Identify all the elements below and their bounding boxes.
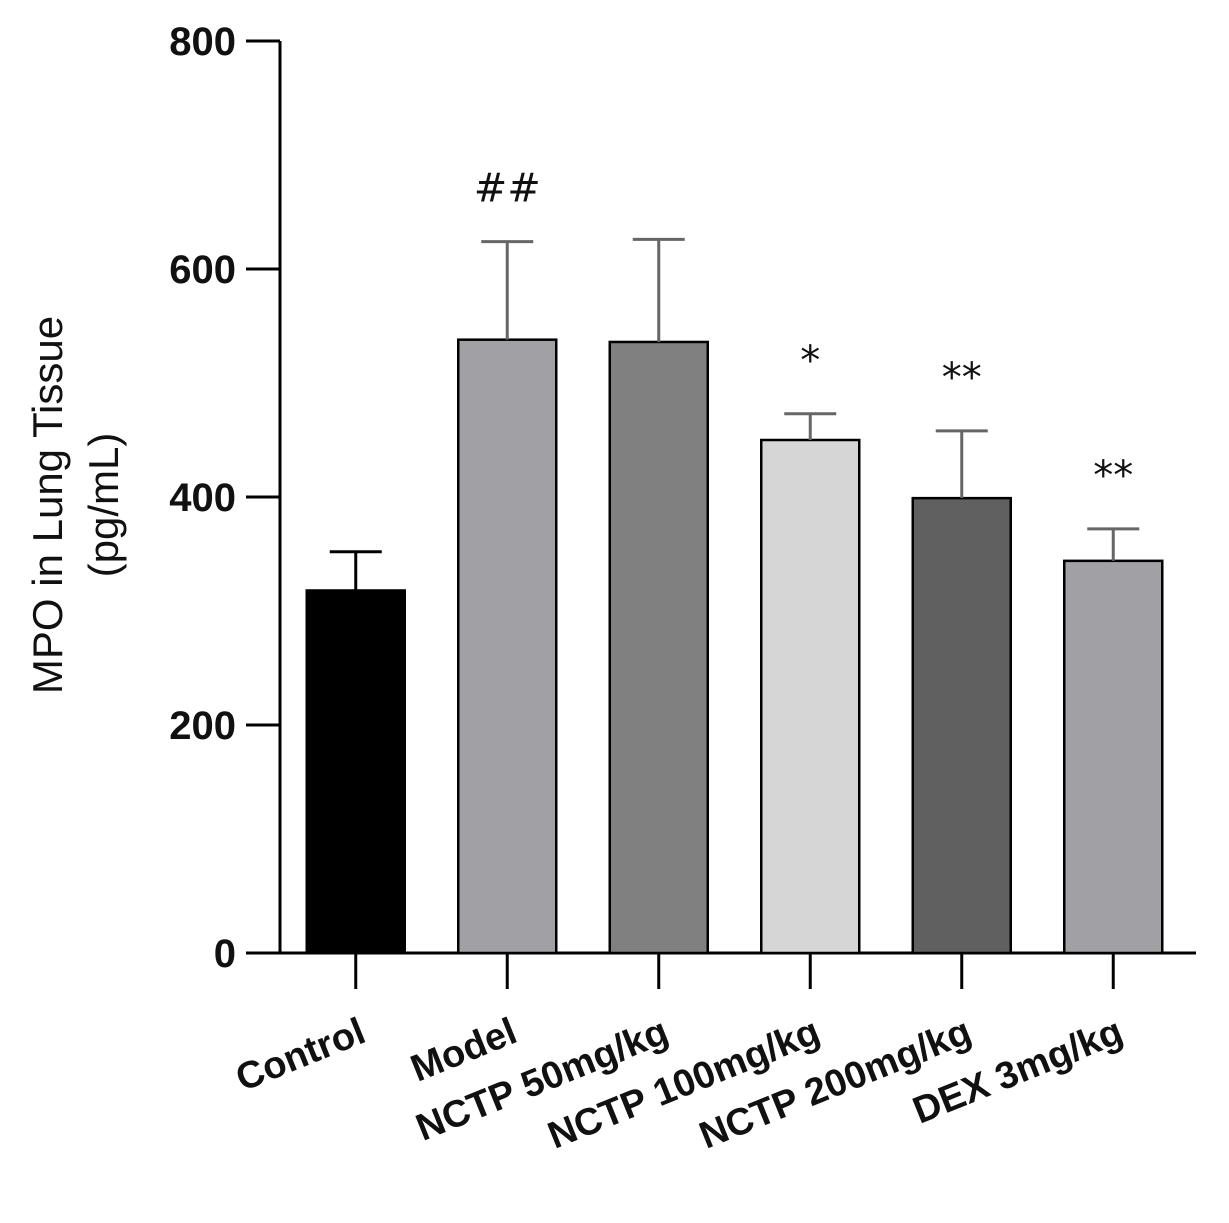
bar-nctp-50mg-kg xyxy=(608,340,709,955)
error-bars xyxy=(329,237,1140,591)
y-axis-title-line-2: (pg/mL) xyxy=(80,433,127,578)
y-tick-label: 600 xyxy=(169,248,236,292)
x-category-label-control: Control xyxy=(230,1010,371,1100)
significance-model: ## xyxy=(474,166,541,212)
y-tick-label: 400 xyxy=(169,476,236,520)
bar-nctp-100mg-kg xyxy=(760,438,861,955)
bar-dex-3mg-kg xyxy=(1063,559,1164,955)
significance-annotations: ##* **** xyxy=(474,166,1134,499)
significance-nctp-100mg-kg: * xyxy=(800,338,820,384)
bar-nctp-200mg-kg xyxy=(911,496,1012,955)
y-tick-label: 200 xyxy=(169,704,236,748)
y-tick-label: 0 xyxy=(214,932,236,976)
y-tick-label: 800 xyxy=(169,20,236,64)
x-category-label-nctp-50mg-kg: NCTP 50mg/kg xyxy=(410,1010,674,1149)
significance-nctp-200mg-kg: ** xyxy=(942,355,982,401)
bars xyxy=(305,338,1164,955)
y-axis-title-line-1: MPO in Lung Tissue xyxy=(24,316,71,694)
bar-control xyxy=(305,589,406,955)
bar-model xyxy=(457,338,558,955)
y-axis: 0 200 400 600 800 xyxy=(169,20,282,976)
significance-dex-3mg-kg: ** xyxy=(1093,453,1133,499)
